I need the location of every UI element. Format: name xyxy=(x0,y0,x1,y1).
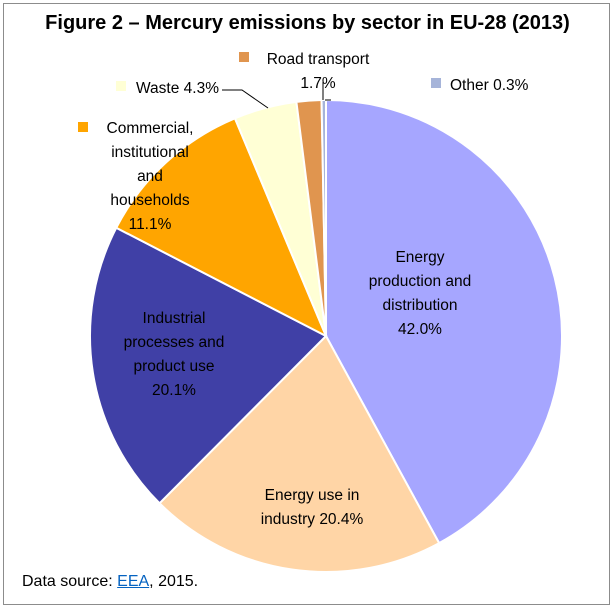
label-commercial-line-2: institutional xyxy=(111,144,189,161)
leader-lines xyxy=(222,82,331,109)
marker-commercial xyxy=(78,122,88,132)
label-energy-production-line-4: 42.0% xyxy=(398,321,442,338)
pie-slice-industrial-processes-and-product-use xyxy=(89,226,328,505)
pie-slice-commercial-institutional-and-households xyxy=(114,116,328,339)
slice-labels: Energy production and distribution 42.0% Ene… xyxy=(107,51,529,528)
label-industrial-line-1: Industrial xyxy=(143,310,206,327)
marker-road xyxy=(239,52,249,62)
source-link[interactable]: EEA xyxy=(117,573,150,590)
pie-slices xyxy=(89,98,563,573)
label-commercial-line-4: households xyxy=(110,192,190,209)
label-road-line-1: Road transport xyxy=(267,51,370,68)
label-energy-production-line-3: distribution xyxy=(383,297,458,314)
chart-title: Figure 2 – Mercury emissions by sector i… xyxy=(45,12,570,34)
label-road-line-2: 1.7% xyxy=(300,75,336,92)
pie-slice-energy-production-and-distribution xyxy=(325,98,563,545)
source-prefix: Data source: xyxy=(22,573,118,590)
label-industrial-line-4: 20.1% xyxy=(152,382,196,399)
source-suffix: , 2015. xyxy=(149,573,199,590)
label-energy-production-line-1: Energy xyxy=(395,249,444,266)
data-source: Data source: EEA, 2015. xyxy=(22,573,198,591)
marker-waste xyxy=(116,81,126,91)
legend-markers xyxy=(78,52,441,132)
label-other-line-1: Other 0.3% xyxy=(450,77,529,94)
leader-waste xyxy=(222,89,269,109)
label-commercial-line-1: Commercial, xyxy=(107,120,194,137)
pie-slice-energy-use-in-industry xyxy=(158,334,441,573)
label-commercial-line-3: and xyxy=(137,168,163,185)
label-industrial-line-3: product use xyxy=(134,358,215,375)
label-energy-production-line-2: production and xyxy=(369,273,472,290)
label-commercial-line-5: 11.1% xyxy=(129,216,172,233)
marker-other xyxy=(431,78,441,88)
label-industrial-line-2: processes and xyxy=(124,334,225,351)
label-energy-industry-line-2: industry 20.4% xyxy=(261,511,364,528)
label-waste-line-1: Waste 4.3% xyxy=(136,80,219,97)
label-energy-industry-line-1: Energy use in xyxy=(265,487,360,504)
